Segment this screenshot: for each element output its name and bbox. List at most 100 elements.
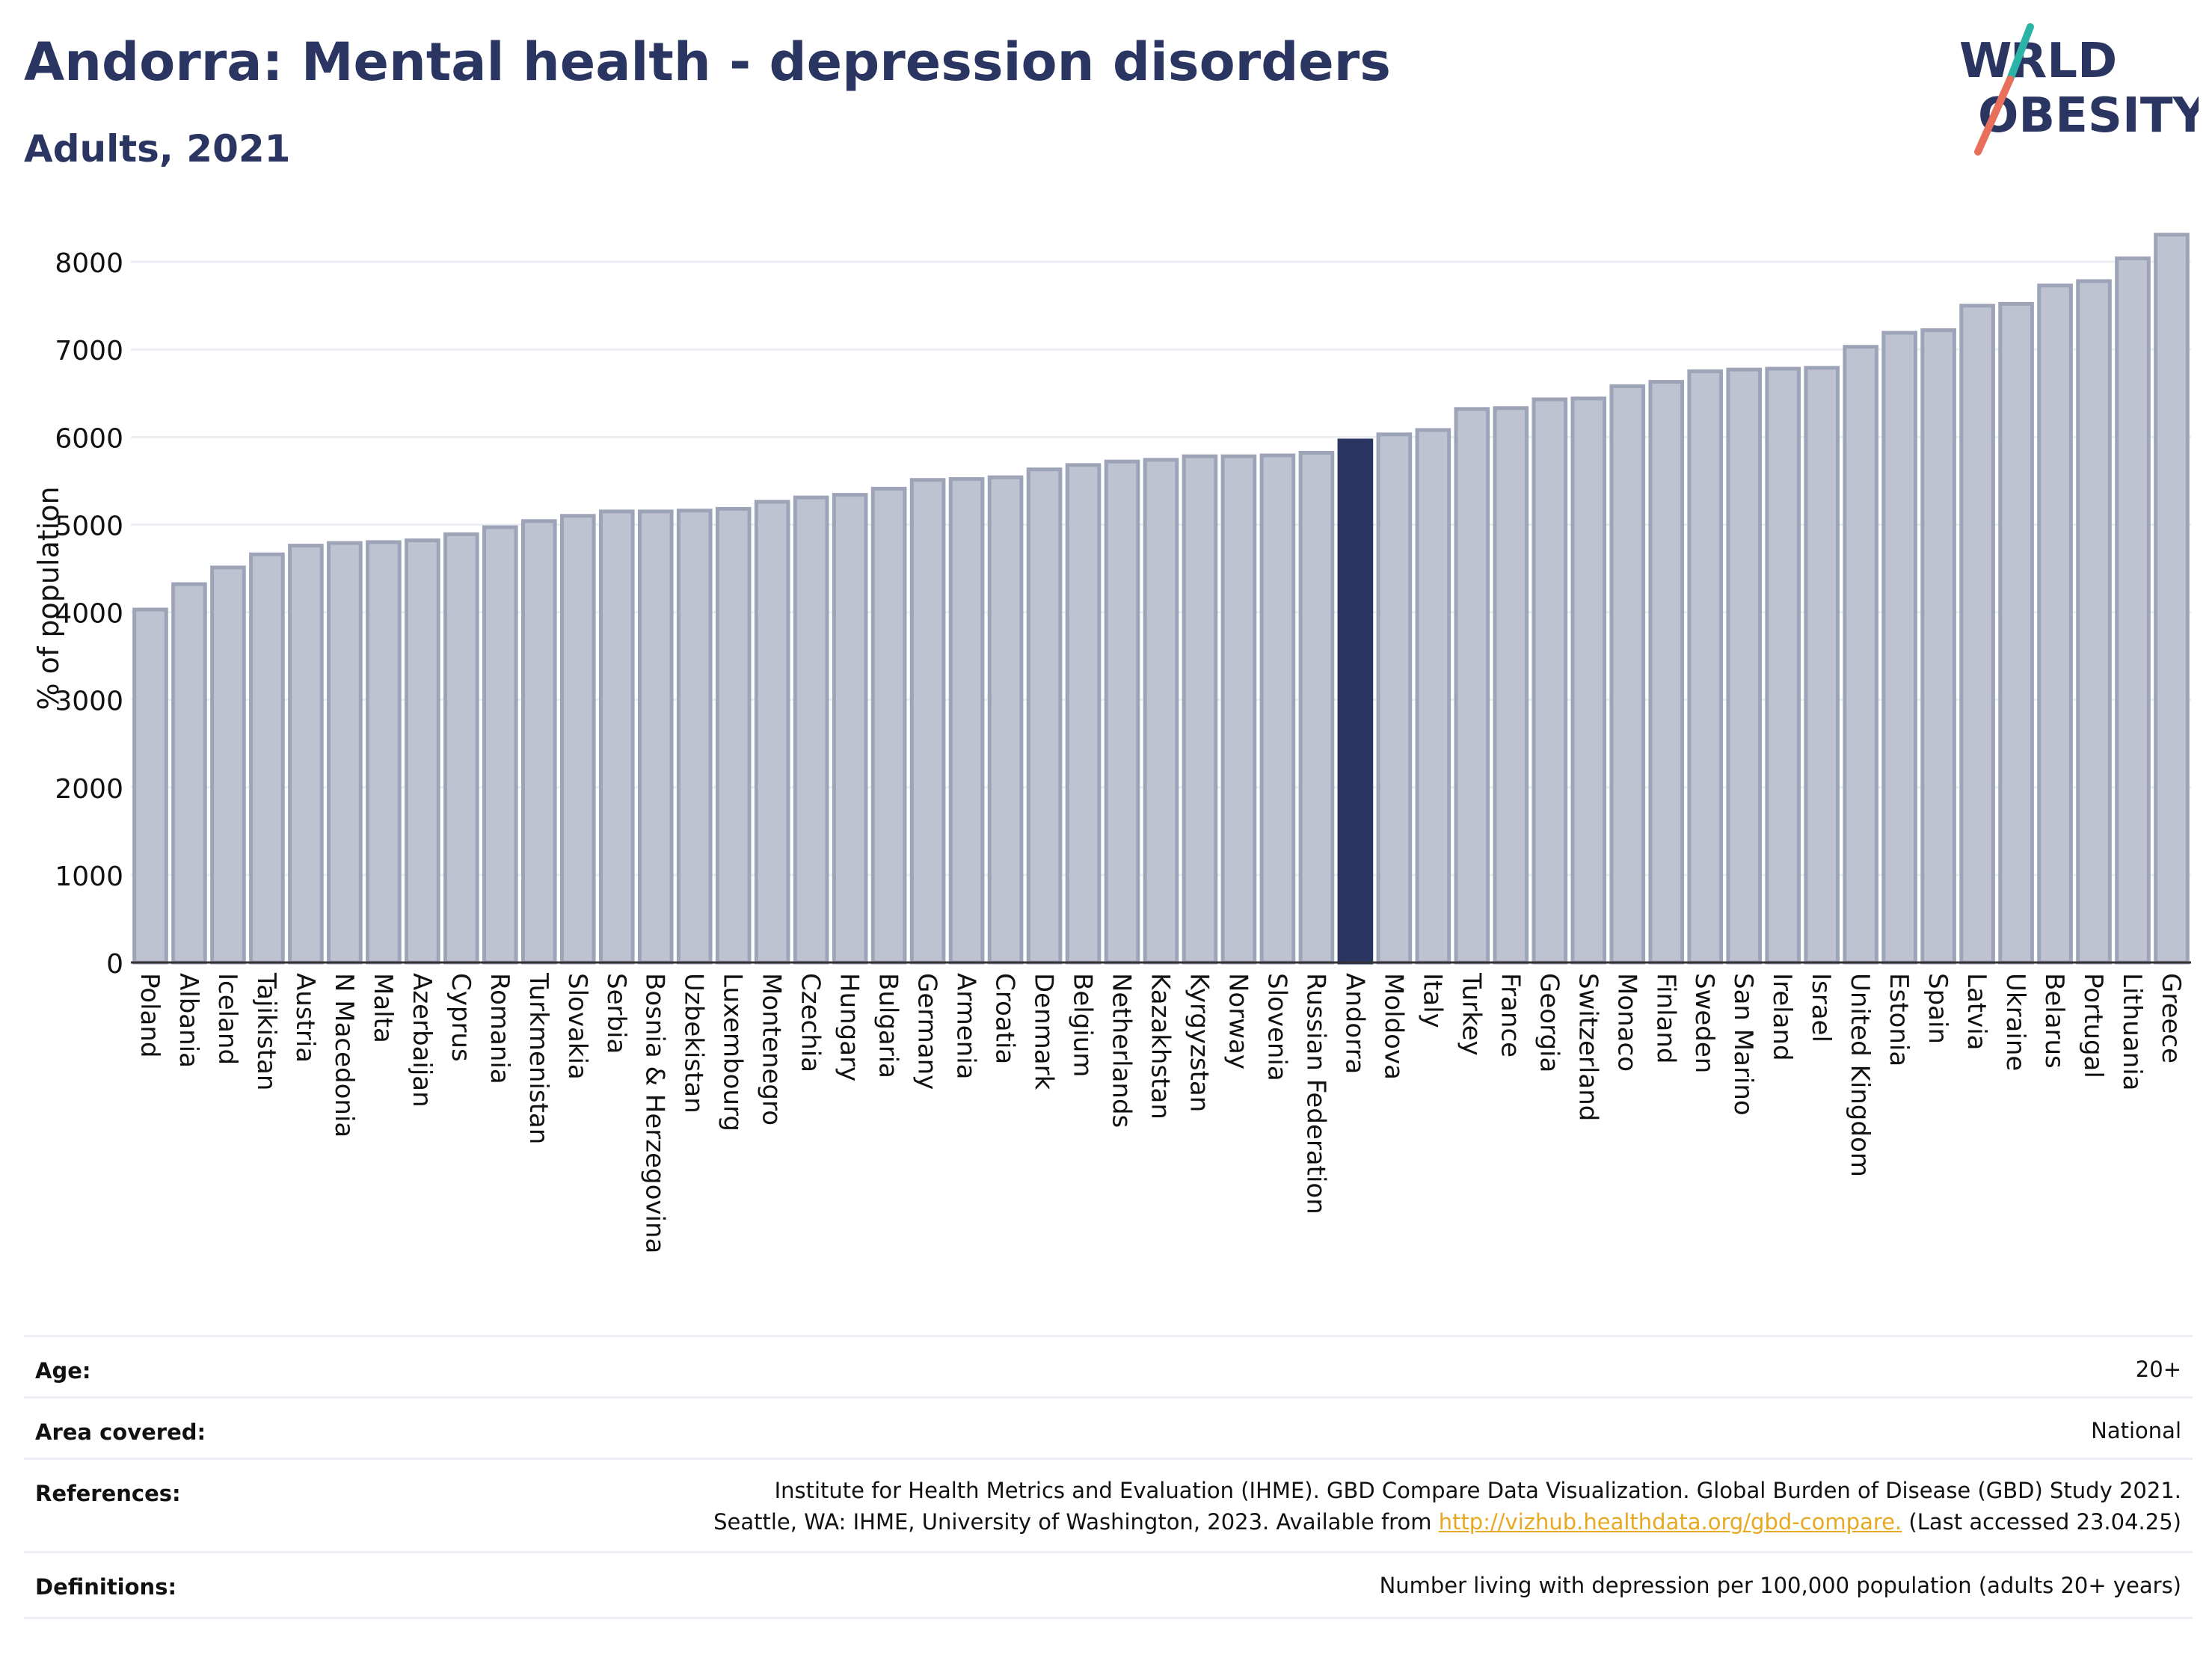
x-tick-label: Portugal — [2078, 973, 2108, 1078]
bar-bosnia-herzegovina — [637, 509, 674, 965]
area-label: Area covered: — [35, 1419, 206, 1445]
x-tick-label: Croatia — [990, 973, 1020, 1064]
references-line2-post: (Last accessed 23.04.25) — [1902, 1509, 2181, 1535]
y-tick-label: 1000 — [55, 862, 123, 892]
x-tick-label: Azerbaijan — [407, 973, 437, 1108]
y-tick-label: 6000 — [55, 423, 123, 454]
bar-estonia — [1881, 331, 1917, 965]
y-tick-label: 8000 — [55, 248, 123, 279]
age-value: 20+ — [2135, 1357, 2181, 1382]
svg-text:W: W — [1959, 34, 2012, 89]
x-tick-label: Estonia — [1884, 973, 1914, 1066]
x-tick-label: Kazakhstan — [1146, 973, 1176, 1120]
bar-belarus — [2037, 283, 2073, 965]
x-tick-label: Netherlands — [1107, 973, 1137, 1128]
x-tick-label: Monaco — [1612, 973, 1641, 1072]
x-tick-label: Cyprus — [446, 973, 476, 1062]
references-label: References: — [35, 1481, 181, 1506]
bar-ukraine — [1998, 301, 2034, 965]
references-link[interactable]: http://vizhub.healthdata.org/gbd-compare… — [1438, 1509, 1902, 1535]
bar-turkmenistan — [520, 519, 557, 965]
bar-finland — [1648, 380, 1685, 965]
chart-subtitle: Adults, 2021 — [24, 127, 291, 171]
x-tick-label: Austria — [290, 973, 320, 1063]
y-tick-label: 7000 — [55, 336, 123, 366]
bar-denmark — [1026, 467, 1063, 965]
x-tick-label: Andorra — [1339, 973, 1369, 1074]
bar-kazakhstan — [1143, 458, 1179, 965]
bar-san-marino — [1726, 367, 1763, 965]
x-tick-label: Denmark — [1029, 973, 1059, 1090]
bar-romania — [482, 525, 518, 965]
x-tick-label: Poland — [135, 973, 165, 1058]
bar-n-macedonia — [327, 541, 363, 965]
bar-poland — [132, 607, 168, 965]
x-tick-label: Armenia — [951, 973, 981, 1080]
x-tick-label: Slovenia — [1262, 973, 1291, 1081]
bar-armenia — [948, 477, 985, 965]
x-tick-label: Slovakia — [562, 973, 592, 1080]
bar-czechia — [793, 495, 829, 965]
x-tick-label: Turkey — [1456, 972, 1486, 1056]
x-tick-label: Italy — [1417, 973, 1447, 1028]
bar-bulgaria — [870, 486, 907, 965]
x-tick-label: Ukraine — [2000, 973, 2030, 1071]
bar-israel — [1804, 366, 1840, 965]
bar-serbia — [598, 509, 635, 965]
definitions-label: Definitions: — [35, 1574, 177, 1600]
bar-slovakia — [559, 514, 596, 965]
bar-croatia — [987, 475, 1024, 965]
x-tick-label: Latvia — [1961, 973, 1991, 1051]
x-tick-label: Belarus — [2039, 973, 2069, 1069]
bar-united-kingdom — [1843, 345, 1878, 965]
x-tick-label: United Kingdom — [1845, 973, 1875, 1177]
x-tick-label: Georgia — [1534, 973, 1564, 1072]
bar-tajikistan — [249, 552, 285, 965]
x-tick-label: France — [1495, 973, 1525, 1057]
bar-montenegro — [754, 500, 790, 965]
x-tick-label: Germany — [912, 973, 942, 1090]
x-tick-label: Bosnia & Herzegovina — [640, 973, 670, 1253]
y-axis-label: % of population — [32, 486, 65, 710]
bar-spain — [1920, 328, 1956, 965]
x-tick-label: Kyrgyzstan — [1184, 973, 1214, 1112]
x-tick-label: Uzbekistan — [679, 973, 709, 1114]
y-tick-label: 3000 — [55, 687, 123, 717]
references-line2: Seattle, WA: IHME, University of Washing… — [713, 1506, 2181, 1538]
bar-france — [1493, 406, 1529, 965]
bar-belgium — [1065, 463, 1102, 965]
x-tick-label: Israel — [1806, 973, 1836, 1043]
x-tick-label: Malta — [368, 973, 398, 1043]
bar-hungary — [832, 493, 868, 965]
bar-norway — [1220, 454, 1257, 965]
info-row-age: Age: 20+ — [24, 1335, 2193, 1398]
bar-russian-federation — [1298, 450, 1335, 965]
x-tick-label: San Marino — [1728, 973, 1758, 1116]
age-label: Age: — [35, 1358, 91, 1384]
x-tick-label: Ireland — [1767, 973, 1797, 1061]
bar-cyprus — [443, 532, 479, 965]
x-tick-label: Finland — [1650, 973, 1680, 1064]
x-tick-label: Czechia — [796, 973, 826, 1072]
bar-azerbaijan — [405, 538, 440, 965]
x-tick-label: Greece — [2156, 973, 2186, 1063]
bar-kyrgyzstan — [1182, 454, 1218, 965]
y-tick-label: 4000 — [55, 599, 123, 630]
y-tick-label: 0 — [106, 949, 123, 980]
y-tick-label: 2000 — [55, 774, 123, 805]
x-tick-label: N Macedonia — [329, 973, 359, 1137]
x-tick-label: Sweden — [1689, 973, 1719, 1073]
x-tick-label: Serbia — [601, 973, 631, 1054]
info-row-area: Area covered: National — [24, 1396, 2193, 1460]
bar-uzbekistan — [676, 509, 713, 965]
bar-italy — [1415, 428, 1451, 965]
bar-moldova — [1376, 432, 1413, 965]
x-tick-label: Turkmenistan — [523, 972, 553, 1144]
bar-georgia — [1531, 397, 1568, 965]
bar-germany — [909, 478, 946, 965]
bar-lithuania — [2115, 256, 2151, 965]
x-tick-label: Belgium — [1068, 973, 1098, 1077]
x-tick-label: Hungary — [835, 973, 864, 1081]
x-tick-label: Tajikistan — [251, 972, 281, 1090]
svg-text:OBESITY: OBESITY — [1978, 88, 2199, 144]
